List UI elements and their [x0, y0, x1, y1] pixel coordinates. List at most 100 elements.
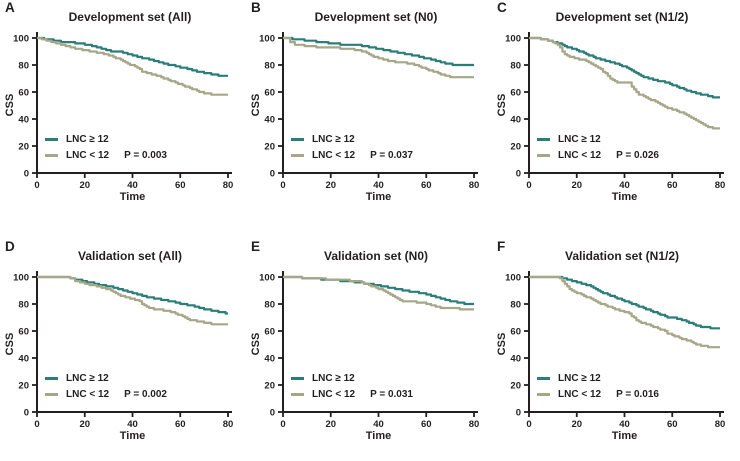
panel-F-inner: F Validation set (N1/2) 0 20 40 60 80 100 0 20 4… [492, 239, 740, 461]
legend-row: LNC ≥ 12 [45, 131, 167, 147]
x-tick-label: 60 [175, 180, 186, 191]
x-tick-label: 80 [469, 419, 480, 430]
x-tick-label: 40 [127, 419, 138, 430]
y-axis-label: CSS [4, 332, 16, 356]
x-tick-label: 80 [223, 180, 234, 191]
panel-title: Validation set (N0) [323, 249, 429, 263]
legend-label: LNC ≥ 12 [66, 133, 109, 145]
y-tick-label: 0 [516, 408, 521, 419]
km-plot: 0 20 40 60 80 100 0 20 40 60 80 [13, 271, 234, 430]
x-axis-label: Time [365, 191, 392, 203]
y-tick-label: 80 [264, 300, 275, 311]
x-tick-label: 0 [526, 419, 531, 430]
x-tick-label: 20 [571, 419, 582, 430]
y-axis-label: CSS [4, 93, 16, 117]
p-value: P = 0.037 [370, 149, 413, 161]
legend-label: LNC ≥ 12 [558, 372, 601, 384]
p-value: P = 0.002 [124, 388, 167, 400]
panel-C: C Development set (N1/2) 0 20 40 60 80 100 0 20… [492, 0, 740, 222]
panel-title: Validation set (N1/2) [564, 249, 680, 263]
km-plot: 0 20 40 60 80 100 0 20 40 60 80 [505, 271, 726, 430]
legend-label: LNC < 12 [558, 149, 602, 161]
legend-swatch-olive [537, 153, 550, 157]
y-tick-label: 0 [516, 169, 521, 180]
y-tick-label: 20 [510, 381, 521, 392]
survival-curve-teal [37, 275, 228, 315]
legend: LNC ≥ 12 LNC < 12 P = 0.002 [45, 370, 167, 402]
x-tick-label: 0 [280, 419, 285, 430]
y-axis-label: CSS [250, 332, 262, 356]
x-tick-label: 60 [667, 180, 678, 191]
y-tick-label: 40 [18, 115, 29, 126]
y-tick-label: 100 [505, 273, 521, 284]
y-axis-label: CSS [496, 332, 508, 356]
legend-label: LNC < 12 [558, 388, 602, 400]
y-tick-label: 40 [18, 354, 29, 365]
x-tick-label: 40 [619, 180, 630, 191]
x-tick-label: 60 [175, 419, 186, 430]
x-tick-label: 20 [571, 180, 582, 191]
y-tick-label: 80 [510, 300, 521, 311]
y-tick-label: 80 [510, 61, 521, 72]
x-tick-label: 40 [127, 180, 138, 191]
x-tick-label: 60 [421, 419, 432, 430]
panel-letter: D [5, 239, 16, 254]
panel-A-inner: A Development set (All) 0 20 40 60 80 100 0 20 4… [0, 0, 246, 222]
x-tick-label: 80 [715, 419, 726, 430]
legend-row: LNC < 12 P = 0.016 [537, 386, 659, 402]
legend-swatch-teal [537, 376, 550, 380]
x-axis-label: Time [119, 430, 146, 442]
legend-label: LNC ≥ 12 [312, 133, 355, 145]
y-tick-label: 60 [510, 327, 521, 338]
legend-row: LNC ≥ 12 [291, 370, 413, 386]
y-tick-label: 20 [264, 142, 275, 153]
km-plot: 0 20 40 60 80 100 0 20 40 60 80 [259, 271, 480, 430]
x-tick-label: 0 [34, 419, 39, 430]
legend-swatch-teal [291, 137, 304, 141]
legend-label: LNC < 12 [66, 149, 110, 161]
legend-swatch-teal [45, 137, 58, 141]
survival-curve-teal [37, 36, 228, 77]
y-tick-label: 100 [259, 34, 275, 45]
x-tick-label: 20 [325, 419, 336, 430]
legend-swatch-teal [45, 376, 58, 380]
legend-label: LNC < 12 [66, 388, 110, 400]
legend-swatch-olive [45, 392, 58, 396]
panel-F: F Validation set (N1/2) 0 20 40 60 80 100 0 20 4… [492, 222, 740, 444]
panel-letter: A [5, 0, 16, 15]
x-tick-label: 40 [373, 419, 384, 430]
panel-title: Development set (N0) [314, 10, 438, 24]
legend-row: LNC < 12 P = 0.003 [45, 147, 167, 163]
p-value: P = 0.026 [616, 149, 659, 161]
x-tick-label: 60 [667, 419, 678, 430]
legend: LNC ≥ 12 LNC < 12 P = 0.026 [537, 131, 659, 163]
panel-letter: E [251, 239, 261, 254]
y-tick-label: 100 [505, 34, 521, 45]
y-tick-label: 40 [264, 354, 275, 365]
y-tick-label: 40 [510, 354, 521, 365]
legend-row: LNC < 12 P = 0.026 [537, 147, 659, 163]
y-tick-label: 0 [270, 408, 275, 419]
legend: LNC ≥ 12 LNC < 12 P = 0.031 [291, 370, 413, 402]
x-axis-label: Time [611, 430, 638, 442]
panel-letter: C [497, 0, 508, 15]
legend-swatch-teal [537, 137, 550, 141]
panel-title: Development set (N1/2) [555, 10, 689, 24]
legend-row: LNC < 12 P = 0.037 [291, 147, 413, 163]
survival-curve-teal [529, 275, 720, 330]
survival-curve-olive [37, 275, 228, 326]
y-tick-label: 20 [510, 142, 521, 153]
y-axis-label: CSS [250, 93, 262, 117]
x-tick-label: 80 [223, 419, 234, 430]
x-tick-label: 20 [79, 419, 90, 430]
panel-title: Validation set (All) [77, 249, 182, 263]
x-tick-label: 0 [280, 180, 285, 191]
legend-swatch-olive [537, 392, 550, 396]
x-tick-label: 40 [373, 180, 384, 191]
y-axis-label: CSS [496, 93, 508, 117]
y-tick-label: 100 [13, 273, 29, 284]
km-survival-figure: A Development set (All) 0 20 40 60 80 100 0 20 4… [0, 0, 740, 444]
x-tick-label: 80 [469, 180, 480, 191]
y-tick-label: 80 [18, 300, 29, 311]
legend-swatch-olive [45, 153, 58, 157]
